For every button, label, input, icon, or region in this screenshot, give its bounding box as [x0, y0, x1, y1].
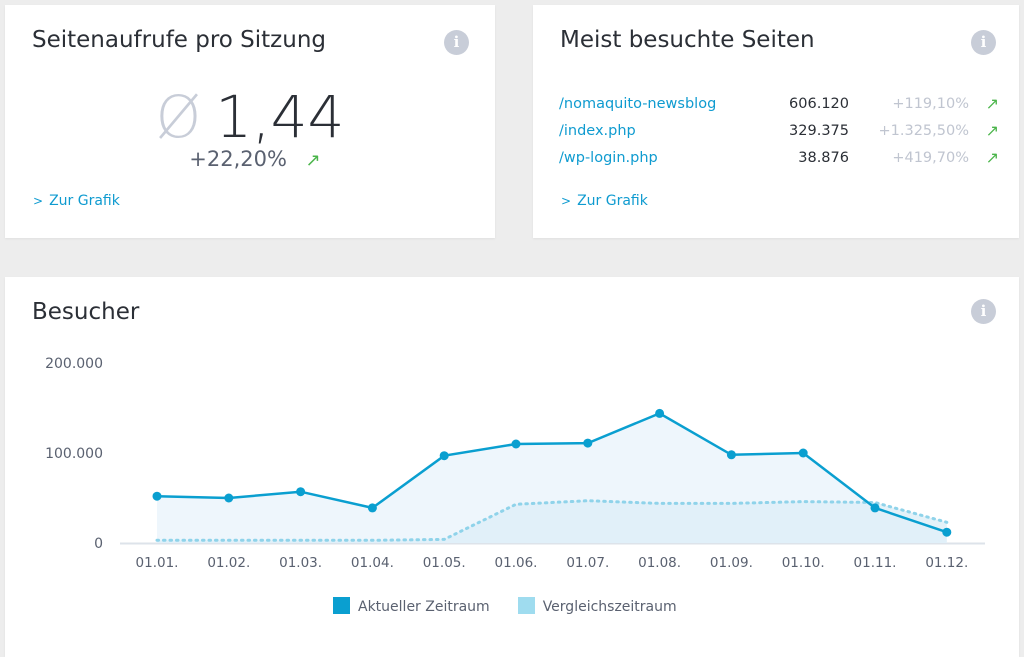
- x-tick-label: 01.11.: [854, 555, 897, 571]
- legend-label: Vergleichszeitraum: [542, 599, 677, 615]
- data-point: [726, 450, 736, 460]
- legend-label: Aktueller Zeitraum: [358, 599, 490, 615]
- data-point: [870, 503, 880, 513]
- data-point: [655, 408, 665, 418]
- visitors-card: Besucher i 0 100.000 200.000 01.01. 01.02. 01…: [5, 277, 1019, 657]
- value: 1,44: [215, 83, 345, 151]
- trend-up-icon: ↗: [305, 150, 321, 171]
- y-tick-label: 100.000: [45, 446, 103, 462]
- chart-title: Besucher: [32, 299, 140, 325]
- change-row: +22,20% ↗: [5, 147, 505, 171]
- x-tick-label: 01.01.: [136, 555, 179, 571]
- x-tick-label: 01.03.: [279, 555, 322, 571]
- trend-up-icon: ↗: [985, 148, 999, 167]
- info-icon[interactable]: i: [444, 30, 469, 55]
- x-tick-label: 01.05.: [423, 555, 466, 571]
- views: 38.876: [798, 150, 849, 166]
- change: +1.325,50%: [878, 123, 970, 139]
- trend-up-icon: ↗: [985, 121, 999, 140]
- table-row: /wp-login.php 38.876 +419,70% ↗: [559, 148, 999, 172]
- visitors-chart: 0 100.000 200.000 01.01. 01.02. 01.03. 01.04. 0…: [45, 356, 985, 571]
- info-icon[interactable]: i: [971, 299, 996, 324]
- x-tick-label: 01.04.: [351, 555, 394, 571]
- chart-link[interactable]: > Zur Grafik: [561, 193, 648, 209]
- change-value: +22,20%: [189, 147, 287, 171]
- x-tick-label: 01.02.: [207, 555, 250, 571]
- x-tick-label: 01.08.: [638, 555, 681, 571]
- card-title: Meist besuchte Seiten: [560, 27, 815, 53]
- x-tick-label: 01.10.: [782, 555, 825, 571]
- top-pages-card: Meist besuchte Seiten i /nomaquito-newsb…: [533, 5, 1019, 238]
- card-title: Seitenaufrufe pro Sitzung: [32, 27, 327, 53]
- link-label: Zur Grafik: [577, 193, 648, 209]
- views: 329.375: [789, 123, 849, 139]
- table-row: /nomaquito-newsblog 606.120 +119,10% ↗: [559, 94, 999, 118]
- data-point: [224, 493, 234, 503]
- x-tick-label: 01.12.: [925, 555, 968, 571]
- x-tick-label: 01.09.: [710, 555, 753, 571]
- chart-legend: Aktueller Zeitraum Vergleichszeitraum: [333, 597, 677, 615]
- change: +419,70%: [892, 150, 969, 166]
- info-icon[interactable]: i: [971, 30, 996, 55]
- page-link[interactable]: /index.php: [559, 123, 636, 139]
- y-tick-label: 0: [94, 536, 103, 552]
- legend-swatch: [333, 597, 350, 614]
- data-point: [439, 451, 449, 461]
- trend-up-icon: ↗: [985, 94, 999, 113]
- data-point: [296, 487, 306, 497]
- comparison-area: [157, 500, 947, 543]
- average-symbol: Ø: [155, 83, 202, 151]
- chevron-right-icon: >: [561, 194, 572, 208]
- views: 606.120: [789, 96, 849, 112]
- data-point: [367, 503, 377, 513]
- data-point: [583, 438, 593, 448]
- chevron-right-icon: >: [33, 194, 44, 208]
- change: +119,10%: [892, 96, 969, 112]
- page-link[interactable]: /wp-login.php: [559, 150, 658, 166]
- pages-per-session-card: Seitenaufrufe pro Sitzung i Ø 1,44 +22,20…: [5, 5, 495, 238]
- link-label: Zur Grafik: [49, 193, 120, 209]
- legend-item-current[interactable]: Aktueller Zeitraum: [333, 597, 490, 615]
- page-link[interactable]: /nomaquito-newsblog: [559, 96, 717, 112]
- chart-link[interactable]: > Zur Grafik: [33, 193, 120, 209]
- current-line: [156, 412, 948, 534]
- data-point: [798, 448, 808, 458]
- average-value: Ø 1,44: [5, 83, 495, 151]
- legend-item-comparison[interactable]: Vergleichszeitraum: [517, 597, 677, 615]
- comparison-line: [155, 499, 949, 542]
- table-row: /index.php 329.375 +1.325,50% ↗: [559, 121, 999, 145]
- legend-swatch: [517, 597, 535, 614]
- x-tick-label: 01.07.: [566, 555, 609, 571]
- y-tick-label: 200.000: [45, 356, 103, 372]
- data-point: [942, 527, 952, 537]
- x-tick-label: 01.06.: [495, 555, 538, 571]
- data-point: [511, 439, 521, 449]
- data-point: [152, 491, 162, 501]
